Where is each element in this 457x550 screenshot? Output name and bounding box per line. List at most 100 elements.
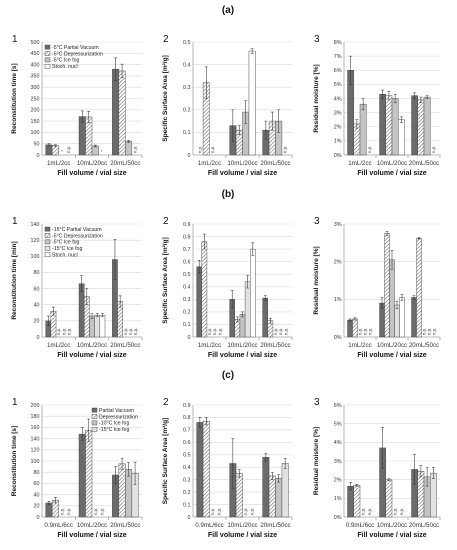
x-tick-label: 1mL/2cc (198, 160, 221, 167)
annotation-not-performed: n.p. (61, 328, 66, 335)
x-tick-label: 20mL/50cc (409, 342, 439, 349)
x-axis-title: Fill volume / vial size (57, 170, 126, 177)
x-axis-title: Fill volume / vial size (57, 352, 126, 359)
y-tick-label: 400 (31, 62, 40, 68)
x-tick-label: 10mL/20cc (77, 342, 107, 349)
bar (384, 233, 390, 338)
panel-number: 1 (12, 34, 18, 45)
bar (281, 463, 289, 518)
bar (385, 479, 393, 518)
annotation-not-performed: n.p. (59, 508, 64, 515)
chart-panel: 3 0% 1% 2% 3% Residual moisture [%] 1mL/2cc 10m… (313, 216, 441, 359)
legend-label: -15°C Ice fog (52, 246, 82, 252)
bar (45, 502, 53, 518)
y-axis-label: Reconstitution time [min] (11, 241, 18, 319)
bar (196, 266, 203, 338)
legend-label: -5°C Ice fog (52, 58, 80, 64)
annotation-not-performed: n.p. (66, 146, 71, 153)
y-tick-label: 0.4 (183, 465, 191, 471)
bar (244, 281, 251, 338)
y-tick-label: 200 (31, 108, 40, 114)
annotation-not-performed: n.p. (123, 328, 128, 335)
annotation-not-performed: n.p. (67, 328, 72, 335)
y-axis-label: Reconstitution time [s] (11, 426, 18, 496)
y-tick-label: 0.5 (183, 453, 191, 459)
y-tick-label: 0.1 (183, 502, 191, 508)
chart-panel: 2 0 0.1 0.2 0.3 0.4 0.5 0.6 0.7 0.8 0.9 Specific Su… (162, 216, 293, 359)
chart-panel: 2 0 0.1 0.2 0.3 0.4 0.5 Specific Surface Area [… (162, 34, 293, 177)
legend-label: -10°C Ice fog (99, 421, 129, 427)
y-tick-label: 0 (188, 335, 191, 341)
legend-swatch (44, 44, 51, 50)
annotation-not-performed: n.p. (133, 146, 138, 153)
bar (118, 70, 126, 156)
x-tick-label: 10mL/20cc (227, 342, 257, 349)
y-tick-label: 0.7 (183, 247, 191, 253)
y-tick-label: 40 (34, 492, 40, 498)
x-tick-label: 0.9mL/6cc (44, 522, 73, 529)
y-tick-label: 0.3 (183, 477, 191, 483)
charts-layer: 1050100150200250300350400450500Reconstit… (11, 34, 441, 539)
y-tick-label: 0% (334, 153, 342, 159)
y-tick-label: 0.6 (183, 440, 191, 446)
annotation-not-performed: n.p. (99, 508, 104, 515)
bar (125, 141, 133, 156)
panel-number: 2 (163, 34, 169, 45)
legend-swatch (44, 51, 51, 56)
y-tick-label: 1% (334, 139, 342, 145)
bar (417, 471, 425, 518)
legend-label: -5°C Depressurization (52, 51, 103, 57)
annotation-not-performed: n.p. (133, 328, 138, 335)
x-tick-label: 10mL/20cc (227, 522, 257, 529)
bar (398, 119, 405, 156)
x-tick-label: 10mL/20cc (77, 522, 107, 529)
bar (353, 485, 361, 518)
bar (391, 98, 399, 156)
y-tick-label: 0.2 (183, 108, 191, 114)
x-tick-label: 1mL/2cc (47, 342, 70, 349)
bar (394, 304, 400, 338)
x-tick-label: 1mL/2cc (198, 342, 221, 349)
bar (201, 241, 208, 338)
annotation-not-performed: n.p. (210, 146, 215, 153)
x-axis-title: Fill volume / vial size (208, 352, 277, 359)
bar (112, 68, 120, 156)
y-tick-label: 450 (31, 51, 40, 57)
bar (91, 145, 99, 156)
bar (423, 96, 431, 156)
y-tick-label: 100 (31, 459, 40, 465)
y-tick-label: 0.4 (183, 62, 191, 68)
section-label-a: (a) (222, 5, 234, 16)
y-axis-label: Specific Surface Area [m²/g] (162, 418, 169, 504)
x-tick-label: 20mL/50cc (260, 160, 290, 167)
y-tick-label: 3% (334, 222, 342, 228)
y-tick-label: 6% (334, 403, 342, 409)
y-tick-label: 20 (34, 319, 40, 325)
x-tick-label: 1mL/2cc (348, 342, 371, 349)
y-tick-label: 0.5 (183, 272, 191, 278)
y-tick-label: 60 (34, 286, 40, 292)
annotation-not-performed: n.p. (212, 328, 217, 335)
chart-panel: 1 0 20 40 60 80 100 120 140 160 180 200 Reconstituti… (11, 397, 143, 539)
panel-number: 1 (12, 397, 18, 408)
x-tick-label: 10mL/20cc (377, 522, 407, 529)
bar (99, 314, 106, 338)
annotation-not-performed: n.p. (278, 328, 283, 335)
annotation-not-performed: n.p. (358, 328, 363, 335)
legend-label: Partial Vacuum (99, 408, 134, 414)
y-tick-label: 50 (34, 142, 40, 148)
bar (239, 314, 246, 338)
y-tick-label: 0.2 (183, 490, 191, 496)
annotation-not-performed: n.p. (217, 508, 222, 515)
y-tick-label: 0 (188, 515, 191, 521)
y-tick-label: 100 (31, 254, 40, 260)
y-axis-label: Residual moisture [%] (313, 427, 320, 495)
y-tick-label: 4% (334, 96, 342, 102)
y-tick-label: 1% (334, 297, 342, 303)
y-tick-label: 80 (34, 270, 40, 276)
y-tick-label: 40 (34, 303, 40, 309)
x-tick-label: 0.9mL/6cc (346, 522, 375, 529)
y-tick-label: 0.5 (183, 40, 191, 46)
bar (399, 297, 405, 338)
annotation-not-performed: n.p. (362, 328, 367, 335)
